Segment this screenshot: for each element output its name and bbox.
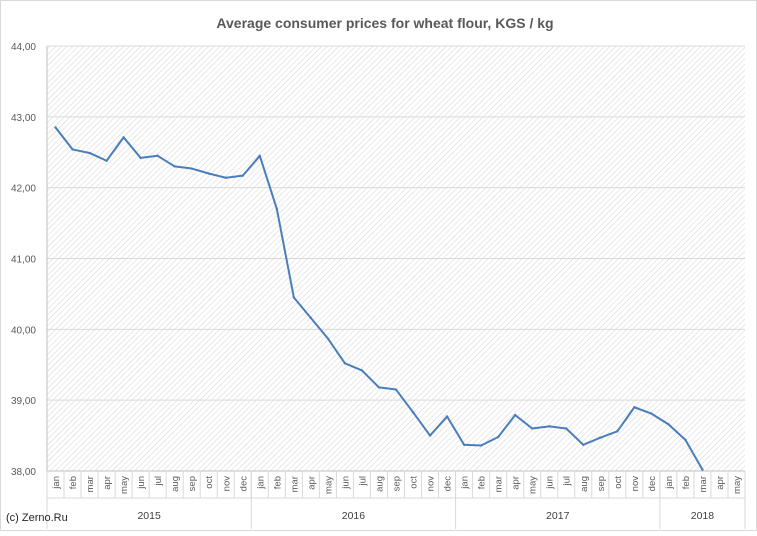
data-point	[224, 176, 227, 179]
x-tick-label: apr	[715, 476, 726, 490]
data-point	[428, 434, 432, 437]
x-tick-label: nov	[426, 476, 437, 492]
data-point	[292, 296, 296, 299]
x-tick-label: jan	[51, 476, 62, 490]
data-point	[445, 415, 449, 418]
year-label: 2015	[137, 510, 161, 522]
x-tick-label: oct	[204, 476, 215, 489]
x-tick-label: dec	[647, 476, 658, 492]
x-tick-label: sep	[392, 476, 403, 491]
data-point	[599, 436, 602, 439]
data-point	[582, 443, 585, 446]
x-axis: jan feb mar apr may jun jul aug sep oct nov dec jan f…	[46, 46, 746, 529]
data-point	[377, 386, 381, 389]
x-tick-label: jun	[545, 476, 556, 490]
x-tick-label: jan	[460, 476, 471, 490]
data-point	[139, 156, 142, 160]
data-point	[496, 435, 500, 439]
x-tick-label: mar	[85, 476, 96, 492]
x-tick-label: sep	[596, 476, 607, 491]
x-tick-label: jul	[562, 476, 573, 487]
data-point	[190, 167, 193, 170]
x-tick-label: jul	[357, 476, 368, 487]
x-tick-label: oct	[409, 476, 420, 489]
x-tick-label: aug	[170, 476, 181, 492]
data-point	[156, 154, 159, 157]
data-point	[122, 136, 125, 139]
y-tick-label: 41,00	[11, 255, 36, 266]
x-tick-label: jun	[136, 476, 147, 490]
x-tick-label: mar	[289, 476, 300, 492]
data-point	[394, 388, 398, 391]
data-point	[105, 159, 108, 162]
x-tick-label: may	[732, 476, 743, 494]
x-tick-label: sep	[187, 476, 198, 491]
x-tick-label: apr	[511, 476, 522, 490]
series-layer	[54, 126, 704, 471]
data-point	[258, 154, 261, 157]
x-tick-label: nov	[630, 476, 641, 492]
data-point	[360, 369, 364, 372]
x-tick-label: dec	[443, 476, 454, 492]
y-tick-label: 40,00	[11, 325, 36, 336]
y-tick-label: 42,00	[11, 184, 36, 195]
x-tick-label: jan	[255, 476, 266, 490]
x-tick-label: apr	[102, 476, 113, 490]
data-point	[173, 165, 176, 168]
data-point	[309, 316, 313, 320]
x-tick-label: may	[323, 476, 334, 494]
data-point	[531, 427, 534, 430]
data-point	[241, 174, 244, 177]
data-point	[411, 411, 415, 414]
year-label: 2017	[546, 510, 570, 522]
data-point	[343, 362, 347, 365]
data-point	[479, 444, 483, 447]
x-tick-label: mar	[494, 476, 505, 492]
y-tick-label: 38,00	[11, 467, 36, 478]
x-tick-label: may	[528, 476, 539, 494]
data-point	[667, 423, 670, 426]
data-point	[701, 468, 704, 471]
data-point	[88, 151, 91, 155]
data-point	[462, 443, 466, 446]
y-tick-label: 39,00	[11, 396, 36, 407]
data-point	[513, 413, 517, 417]
x-tick-label: jan	[664, 476, 675, 490]
data-point	[616, 430, 619, 433]
year-label: 2018	[691, 510, 715, 522]
data-point	[326, 337, 330, 340]
x-tick-label: nov	[221, 476, 232, 492]
data-point	[565, 427, 568, 430]
data-point	[207, 172, 210, 175]
y-tick-label: 43,00	[11, 113, 36, 124]
data-point	[684, 438, 687, 442]
x-tick-label: mar	[698, 476, 709, 492]
x-tick-label: aug	[579, 476, 590, 492]
year-label: 2016	[342, 510, 366, 522]
data-point	[633, 406, 636, 409]
data-point	[548, 425, 551, 428]
x-tick-label: may	[119, 476, 130, 494]
data-point	[54, 126, 57, 129]
x-tick-label: apr	[306, 476, 317, 490]
credit-text: (c) Zerno.Ru	[6, 512, 68, 524]
data-point	[71, 148, 74, 151]
y-axis: 38,00 39,00 40,00 41,00 42,00 43,00 44,00	[11, 42, 36, 478]
x-tick-label: feb	[477, 476, 488, 489]
chart-title: Average consumer prices for wheat flour,…	[216, 15, 553, 31]
x-tick-label: feb	[272, 476, 283, 489]
x-tick-label: jul	[153, 476, 164, 487]
x-tick-label: oct	[613, 476, 624, 489]
gridlines	[47, 45, 745, 472]
data-point	[650, 412, 653, 415]
x-tick-label: dec	[238, 476, 249, 492]
x-tick-label: feb	[68, 476, 79, 489]
x-tick-label: aug	[374, 476, 385, 492]
x-tick-label: feb	[681, 476, 692, 489]
x-tick-label: jun	[340, 476, 351, 490]
y-tick-label: 44,00	[11, 42, 36, 53]
data-point	[275, 207, 279, 211]
